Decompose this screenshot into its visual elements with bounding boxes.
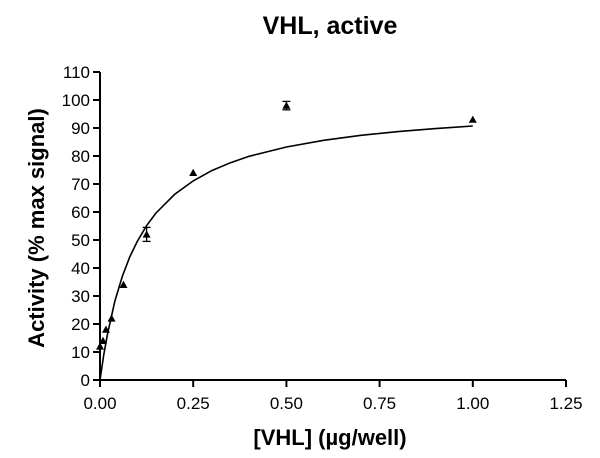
data-point bbox=[98, 336, 107, 344]
y-tick-label: 10 bbox=[71, 343, 90, 362]
data-point bbox=[189, 168, 198, 176]
y-tick-label: 110 bbox=[63, 63, 90, 82]
x-tick-label: 0.25 bbox=[177, 394, 210, 413]
y-tick-label: 50 bbox=[71, 231, 90, 250]
data-point bbox=[282, 101, 291, 109]
y-tick-label: 30 bbox=[71, 287, 90, 306]
fit-curve bbox=[99, 125, 473, 381]
y-tick-label: 0 bbox=[81, 371, 90, 390]
data-point bbox=[119, 280, 128, 288]
data-point bbox=[101, 325, 110, 333]
y-tick-label: 90 bbox=[71, 119, 90, 138]
x-axis-label: [VHL] (µg/well) bbox=[253, 425, 406, 450]
x-tick-label: 0.50 bbox=[270, 394, 303, 413]
data-point bbox=[96, 342, 104, 350]
data-point bbox=[468, 115, 477, 123]
x-tick-label: 0.75 bbox=[363, 394, 396, 413]
data-point bbox=[142, 230, 151, 238]
chart-title: VHL, active bbox=[263, 12, 398, 40]
y-tick-label: 100 bbox=[62, 91, 90, 110]
x-tick-label: 1.00 bbox=[456, 394, 489, 413]
y-tick-label: 80 bbox=[71, 147, 90, 166]
y-tick-label: 70 bbox=[71, 175, 90, 194]
plot-area: 0 10 20 30 40 50 60 70 80 90 100 110 0.00 0.25 0.50 0.7… bbox=[62, 63, 583, 413]
y-tick-label: 20 bbox=[71, 315, 90, 334]
y-tick-label: 60 bbox=[71, 203, 90, 222]
x-tick-label: 0.00 bbox=[83, 394, 116, 413]
y-axis-label: Activity (% max signal) bbox=[24, 108, 49, 348]
data-point bbox=[107, 314, 116, 322]
x-tick-label: 1.25 bbox=[549, 394, 582, 413]
y-tick-label: 40 bbox=[71, 259, 90, 278]
